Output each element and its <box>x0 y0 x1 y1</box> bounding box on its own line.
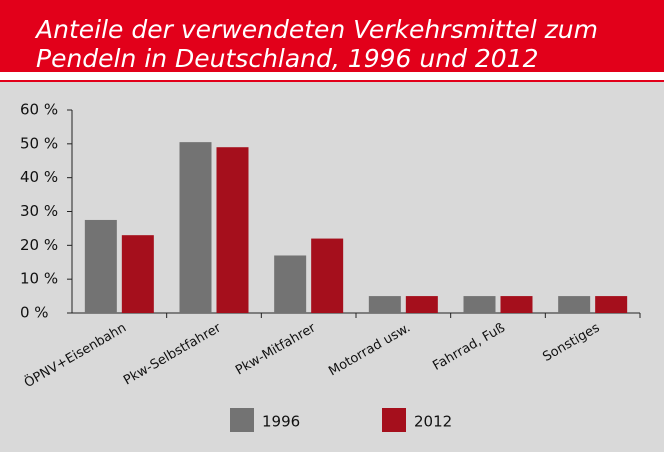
bar <box>311 238 344 313</box>
header <box>0 0 664 72</box>
bar <box>121 235 154 313</box>
chart-title: Pendeln in Deutschland, 1996 und 2012 <box>36 44 539 73</box>
bar <box>274 255 307 313</box>
y-tick-label: 50 % <box>20 134 58 152</box>
y-tick-label: 40 % <box>20 168 58 186</box>
bar <box>595 296 628 313</box>
bar <box>216 147 249 313</box>
legend-swatch <box>382 408 406 432</box>
y-tick-label: 60 % <box>20 101 58 119</box>
y-tick-label: 30 % <box>20 202 58 220</box>
bar <box>463 296 496 313</box>
bar <box>179 142 212 313</box>
bar <box>368 296 401 313</box>
bar <box>84 219 117 313</box>
chart-title: Anteile der verwendeten Verkehrsmittel z… <box>34 15 598 44</box>
y-tick-label: 20 % <box>20 236 58 254</box>
y-tick-label: 10 % <box>20 270 58 288</box>
bar <box>405 296 438 313</box>
bar <box>500 296 533 313</box>
panel-border <box>0 80 664 82</box>
legend-swatch <box>230 408 254 432</box>
legend-label: 2012 <box>414 413 452 431</box>
legend-label: 1996 <box>262 413 300 431</box>
y-tick-label: 0 % <box>20 304 49 322</box>
bar <box>558 296 591 313</box>
